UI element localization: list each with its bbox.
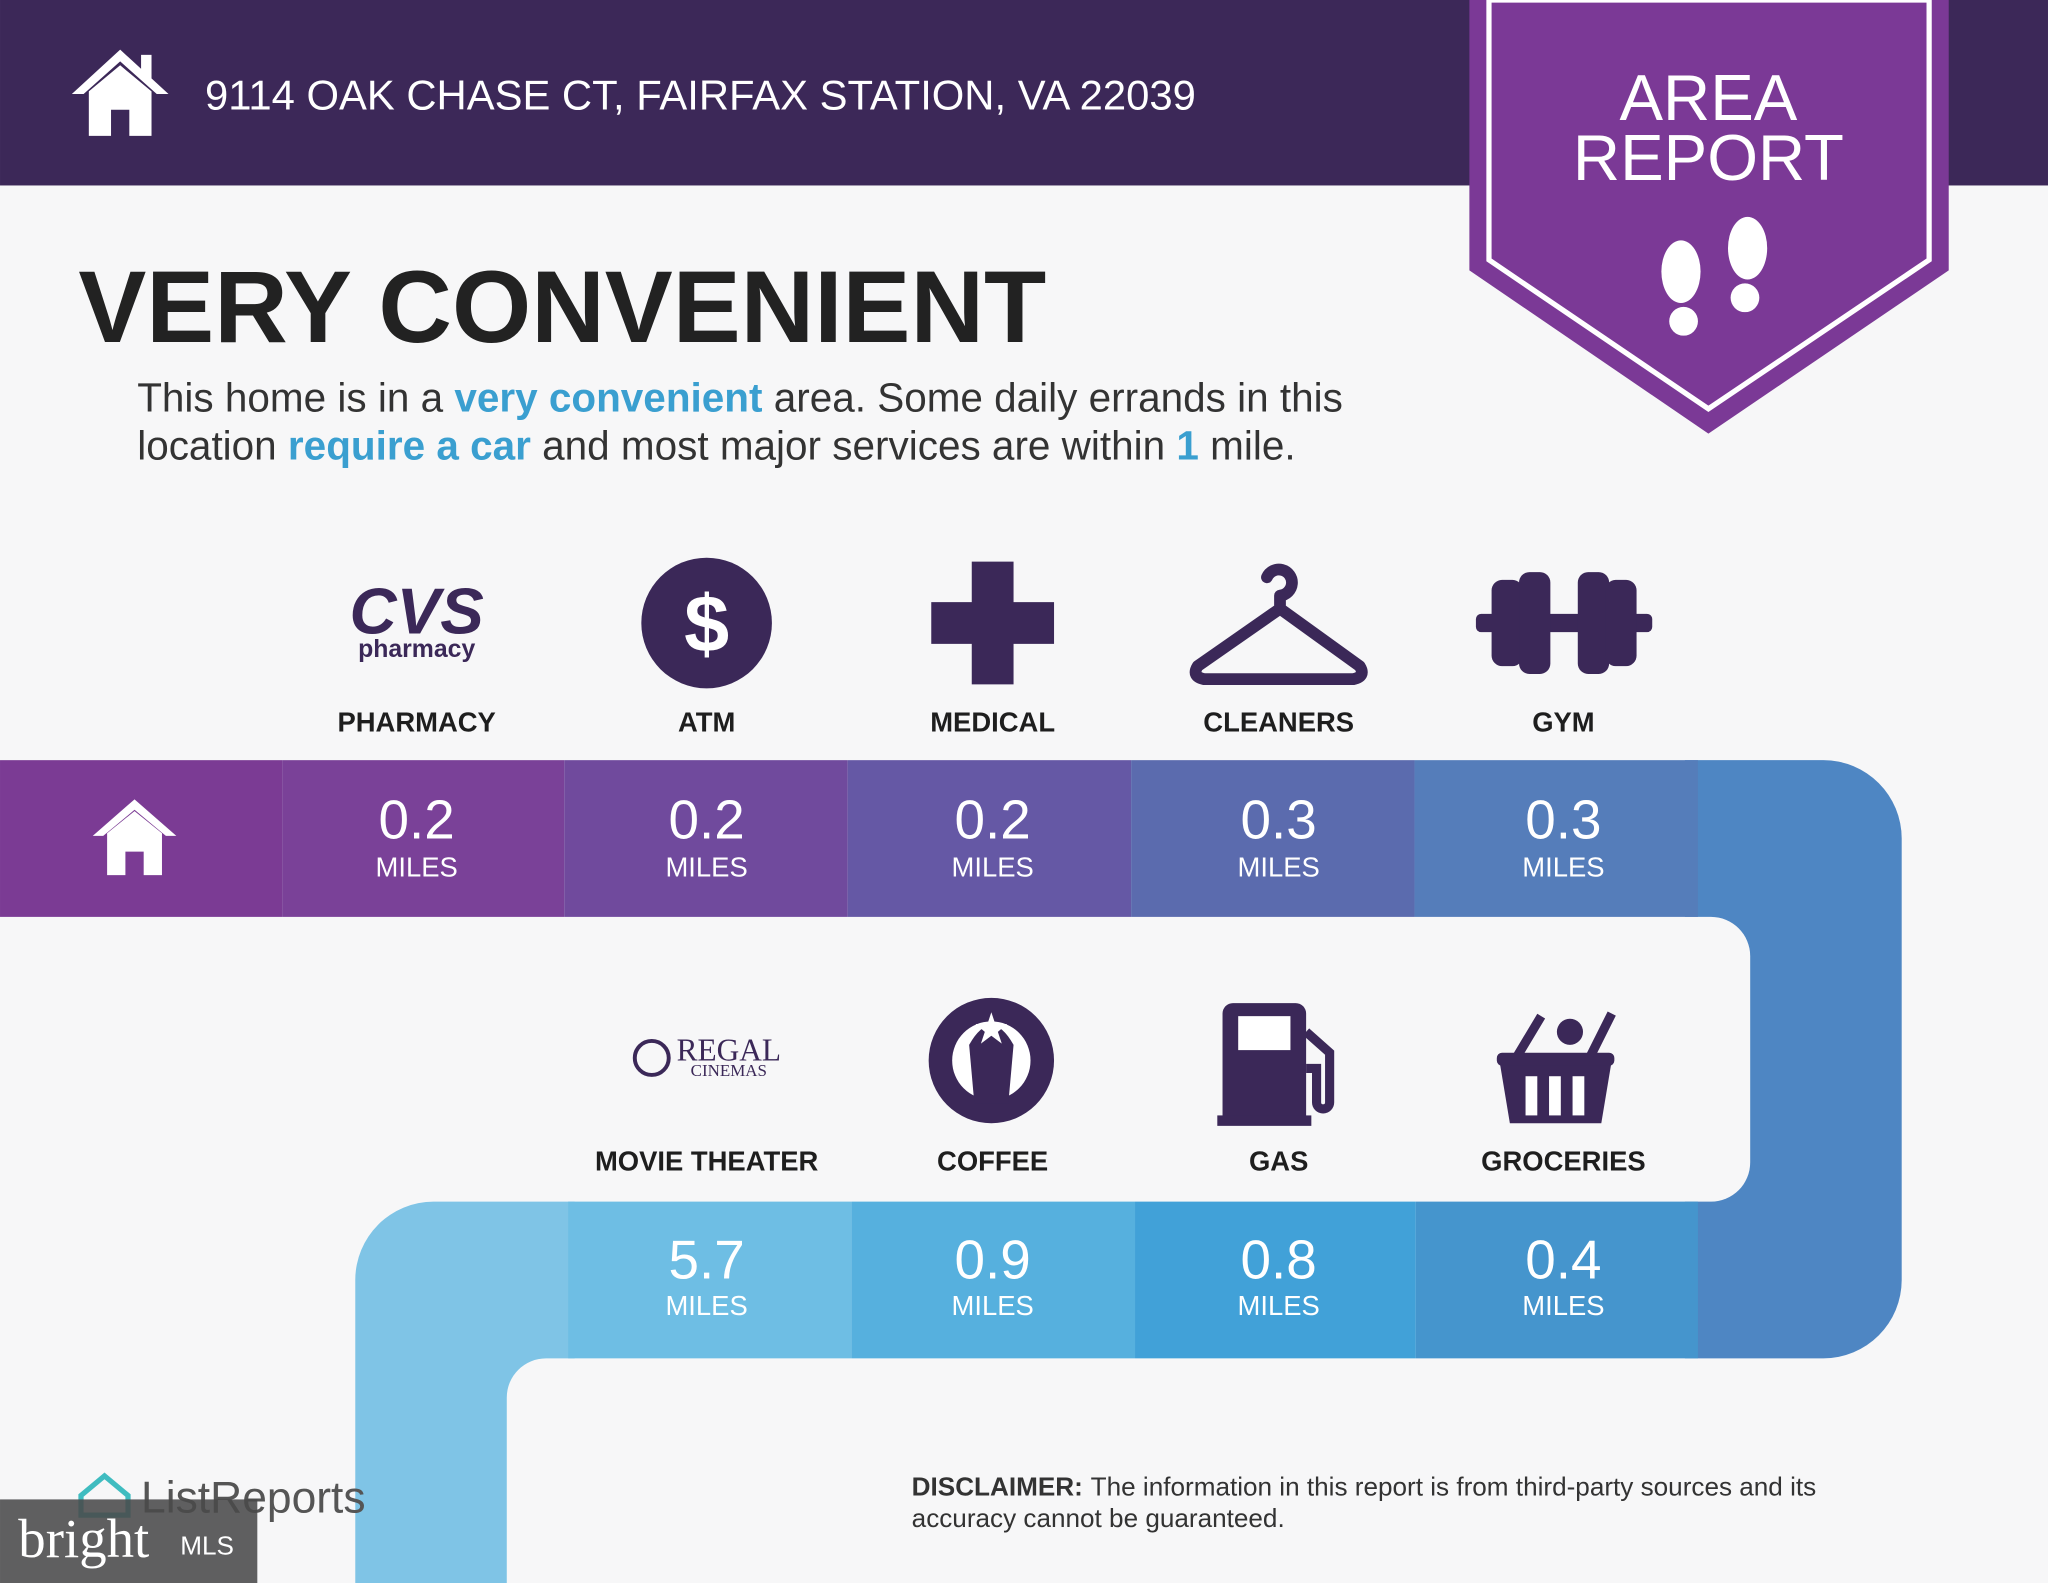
summary-text: very convenient	[454, 374, 762, 420]
home-icon	[71, 49, 169, 136]
cleaners-icon	[1189, 563, 1368, 686]
band-cell	[851, 1201, 1136, 1359]
summary-text: 1	[1176, 423, 1199, 469]
distance: 0.8	[1241, 1229, 1317, 1291]
summary-line: location require a car and most major se…	[81, 423, 1329, 469]
amenity-label: GAS	[1249, 1145, 1308, 1176]
distance-unit: MILES	[952, 1290, 1034, 1321]
disclaimer: DISCLAIMER: The information in this repor…	[912, 1471, 1817, 1501]
watermark-box	[0, 1499, 258, 1583]
gas-icon	[1217, 1003, 1335, 1126]
summary-line: This home is in a very convenient area. …	[81, 374, 1377, 420]
badge-border	[1486, 0, 1932, 412]
amenity-label: CLEANERS	[1203, 706, 1354, 737]
amenity-label: MEDICAL	[930, 706, 1055, 737]
watermark: bright	[18, 1508, 149, 1569]
regal-emblem	[632, 1039, 671, 1077]
watermark-mls: MLS	[180, 1530, 234, 1560]
amenity-label: GYM	[1532, 706, 1594, 737]
badge-line: AREA	[1619, 61, 1797, 134]
band-cell	[282, 760, 565, 917]
band-cell	[568, 1201, 852, 1359]
gym-icon	[1475, 572, 1653, 674]
band-cell	[1415, 1201, 1698, 1359]
band-cell	[1414, 760, 1698, 917]
distance-unit: MILES	[1238, 1290, 1320, 1321]
regal-logo: REGAL	[677, 1033, 781, 1068]
distance: 0.9	[955, 1229, 1031, 1291]
summary-text: mile.	[1199, 423, 1296, 469]
summary-text: require a car	[288, 423, 531, 469]
distance-unit: MILES	[665, 851, 747, 882]
address: 9114 OAK CHASE CT, FAIRFAX STATION, VA 2…	[205, 72, 1196, 119]
disclaimer: accuracy cannot be guaranteed.	[912, 1503, 1285, 1533]
cvs-logo-sub: pharmacy	[358, 636, 475, 663]
headline: VERY CONVENIENT	[78, 250, 1046, 364]
band-cell	[1135, 1201, 1416, 1359]
home-icon	[92, 799, 177, 876]
atm-symbol: $	[684, 580, 729, 670]
amenity-label: MOVIE THEATER	[595, 1145, 819, 1176]
atm-icon	[641, 557, 772, 689]
groceries-icon	[1496, 1011, 1616, 1124]
distance: 0.3	[1525, 789, 1601, 851]
distance-unit: MILES	[1238, 851, 1320, 882]
amenity-label: ATM	[678, 706, 735, 737]
distance: 0.3	[1241, 789, 1317, 851]
amenity-label: GROCERIES	[1481, 1145, 1645, 1176]
route-start	[355, 1201, 575, 1583]
amenity-label: PHARMACY	[337, 706, 495, 737]
band-cell	[564, 760, 848, 917]
badge-line: REPORT	[1573, 121, 1844, 194]
distance-unit: MILES	[1522, 1290, 1604, 1321]
distance-unit: MILES	[952, 851, 1034, 882]
distance: 0.2	[668, 789, 744, 851]
route-gap	[0, 916, 1751, 1202]
band-cell	[1131, 760, 1415, 917]
distance-unit: MILES	[1522, 851, 1604, 882]
summary-text: area. Some daily errands in this	[762, 374, 1342, 420]
distance-unit: MILES	[376, 851, 458, 882]
coffee-icon	[928, 997, 1055, 1124]
amenity-label: COFFEE	[937, 1145, 1048, 1176]
medical-icon	[931, 561, 1055, 685]
distance: 5.7	[668, 1229, 744, 1291]
route-connector	[1684, 760, 1902, 1359]
summary-text: and most major services are within	[531, 423, 1177, 469]
distance: 0.2	[379, 789, 455, 851]
footprints-icon	[1661, 216, 1768, 336]
disclaimer-label: DISCLAIMER:	[912, 1471, 1083, 1501]
distance-unit: MILES	[665, 1290, 747, 1321]
regal-logo-sub: CINEMAS	[691, 1061, 767, 1080]
disclaimer-text: The information in this report is from t…	[1091, 1471, 1817, 1501]
summary-text: location	[137, 423, 288, 469]
summary-text: This home is in a	[137, 374, 454, 420]
cvs-logo: CVS	[350, 574, 484, 647]
distance: 0.4	[1525, 1229, 1601, 1291]
distance: 0.2	[955, 789, 1031, 851]
band-cell	[847, 760, 1132, 917]
